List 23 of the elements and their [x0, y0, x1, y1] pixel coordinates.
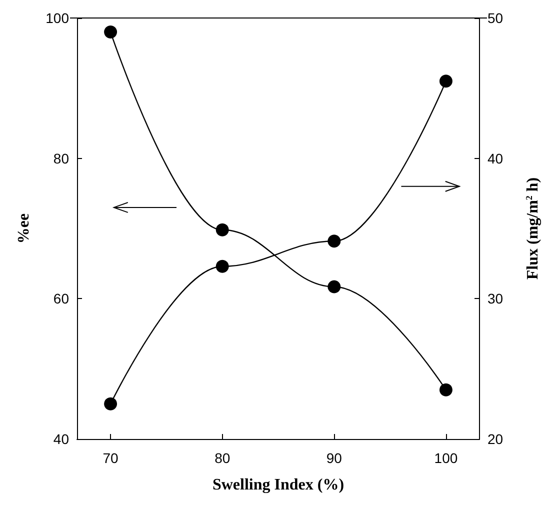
point [439, 74, 452, 88]
point [216, 223, 229, 236]
y-tick-label: 40 [53, 431, 70, 447]
x-tick-label: 70 [102, 450, 119, 466]
point [216, 260, 229, 273]
y-axis-title: %ee [16, 213, 32, 244]
y2-axis-title: Flux (mg/m2 h) [524, 177, 542, 280]
x-axis-title: Swelling Index (%) [212, 476, 344, 494]
y2-tick-label: 30 [488, 290, 504, 307]
y-tick-label: 80 [53, 150, 70, 166]
x-tick-label: 90 [326, 450, 342, 466]
y2-tick-label: 50 [488, 10, 504, 26]
y2-tick-label: 20 [488, 431, 504, 447]
x-tick-label: 100 [434, 450, 458, 466]
y2-tick-label: 40 [488, 150, 504, 166]
point [104, 26, 118, 39]
point [104, 397, 118, 410]
y-tick-label: 100 [46, 10, 70, 26]
point [439, 383, 452, 396]
point [328, 234, 341, 248]
y-tick-label: 60 [53, 290, 70, 307]
x-tick-label: 80 [214, 450, 230, 466]
point [328, 280, 341, 294]
